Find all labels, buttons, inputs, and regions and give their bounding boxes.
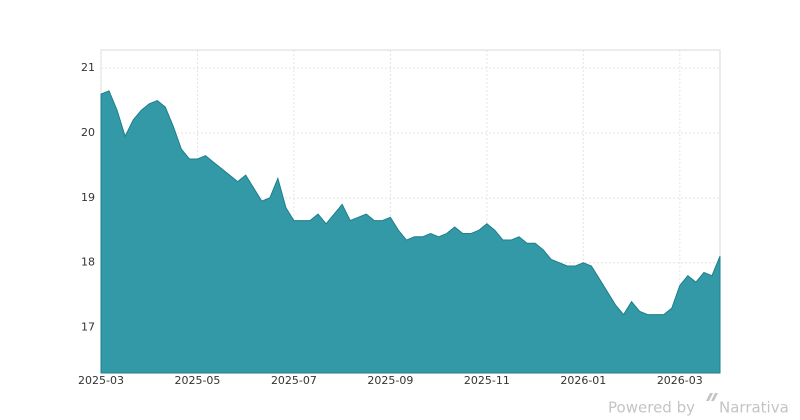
y-tick-label: 19 bbox=[81, 191, 95, 204]
x-tick-label: 2025-03 bbox=[78, 374, 124, 387]
x-tick-label: 2026-01 bbox=[560, 374, 606, 387]
y-tick-label: 18 bbox=[81, 256, 95, 269]
x-tick-label: 2026-03 bbox=[657, 374, 703, 387]
brand-logo bbox=[706, 393, 718, 401]
powered-by: Powered by bbox=[608, 399, 695, 417]
x-tick-label: 2025-09 bbox=[367, 374, 413, 387]
y-tick-label: 17 bbox=[81, 321, 95, 334]
y-tick-label: 21 bbox=[81, 61, 95, 74]
area bbox=[100, 90, 721, 374]
x-tick-label: 2025-11 bbox=[464, 374, 510, 387]
x-tick-label: 2025-07 bbox=[271, 374, 317, 387]
brand: Narrativa bbox=[719, 399, 789, 417]
x-tick-label: 2025-05 bbox=[174, 374, 220, 387]
y-tick-label: 20 bbox=[81, 126, 95, 139]
